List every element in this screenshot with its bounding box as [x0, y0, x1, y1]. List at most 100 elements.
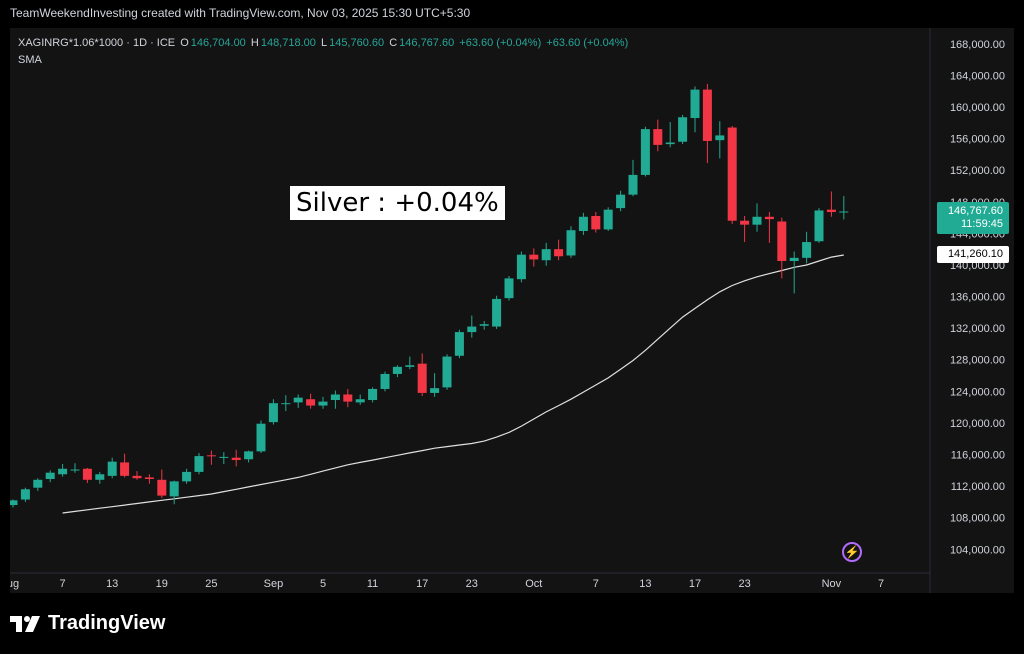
sma-price-label: 141,260.10 — [937, 246, 1009, 263]
attribution-bar: TeamWeekendInvesting created with Tradin… — [0, 0, 1024, 28]
x-tick-label: 13 — [639, 578, 651, 590]
y-tick-label: 120,000.00 — [950, 418, 1005, 430]
candle-body — [206, 455, 216, 457]
x-tick-label: 23 — [738, 578, 750, 590]
x-tick-label: ug — [10, 578, 19, 590]
x-tick-label: 17 — [416, 578, 428, 590]
x-tick-label: 7 — [60, 578, 66, 590]
candle-body — [318, 401, 328, 406]
change-value-2: +63.60 (+0.04%) — [546, 37, 629, 49]
candle-body — [516, 254, 526, 280]
candle-body — [268, 403, 278, 423]
y-tick-label: 164,000.00 — [950, 70, 1005, 82]
y-tick-label: 116,000.00 — [951, 450, 1005, 462]
candle-body — [380, 373, 390, 389]
candle-body — [616, 194, 626, 209]
tradingview-mark-icon — [10, 615, 40, 632]
candle-body — [10, 500, 18, 506]
candle-body — [578, 216, 588, 231]
candle-body — [492, 298, 502, 327]
y-tick-label: 152,000.00 — [950, 165, 1005, 177]
candle-body — [702, 89, 712, 141]
attribution-text: TeamWeekendInvesting created with Tradin… — [10, 6, 471, 20]
candle-body — [219, 456, 229, 458]
close-label: C — [389, 37, 398, 49]
bar-countdown: 11:59:45 — [960, 218, 1003, 230]
candle-body — [653, 129, 663, 145]
x-tick-label: 13 — [106, 578, 118, 590]
candle-body — [740, 220, 750, 225]
y-tick-label: 168,000.00 — [950, 39, 1005, 51]
ohlc-legend: XAGINRG*1.06*1000 · 1D · ICE O 146,704.00… — [18, 37, 630, 49]
candle-body — [107, 461, 117, 476]
x-tick-label: 23 — [466, 578, 478, 590]
candlestick-chart[interactable]: 104,000.00 108,000.00 112,000.00 116,000.00… — [10, 28, 1014, 593]
candle-body — [368, 388, 378, 401]
lightning-icon[interactable]: ⚡ — [842, 542, 862, 562]
price-change-annotation: Silver : +0.04% — [290, 186, 505, 220]
candle-body — [392, 366, 402, 374]
candle-body — [442, 356, 452, 388]
open-label: O — [180, 37, 189, 49]
candle-body — [306, 399, 316, 406]
x-tick-label: 11 — [367, 578, 378, 590]
candle-body — [132, 475, 142, 479]
candle-body — [591, 215, 601, 230]
candle-body — [467, 326, 477, 333]
candle-body — [479, 324, 489, 326]
candle-body — [144, 477, 154, 480]
candle-body — [603, 209, 613, 230]
tradingview-brand-text: TradingView — [48, 612, 166, 634]
candle-body — [82, 468, 92, 480]
candle-body — [430, 388, 440, 393]
tradingview-logo[interactable]: TradingView — [10, 612, 165, 635]
x-tick-label: 7 — [593, 578, 599, 590]
close-value: 146,767.60 — [399, 37, 455, 49]
candle-body — [789, 257, 799, 262]
candle-body — [256, 423, 266, 452]
high-value: 148,718.00 — [260, 37, 316, 49]
x-tick-label: Oct — [525, 578, 542, 590]
candle-body — [417, 363, 427, 393]
y-tick-label: 108,000.00 — [950, 513, 1005, 525]
candle-body — [182, 471, 192, 482]
y-tick-label: 112,000.00 — [951, 481, 1005, 493]
candle-body — [70, 469, 80, 471]
open-value: 146,704.00 — [190, 37, 246, 49]
candle-body — [120, 462, 130, 476]
high-label: H — [250, 37, 259, 49]
y-tick-label: 124,000.00 — [950, 386, 1005, 398]
x-tick-label: Sep — [264, 578, 284, 590]
candle-body — [343, 394, 353, 402]
candle-body — [566, 230, 576, 256]
x-tick-label: 19 — [156, 578, 168, 590]
candle-body — [764, 216, 774, 220]
sma-indicator-label[interactable]: SMA — [18, 54, 42, 66]
candle-body — [20, 489, 30, 500]
candle-body — [839, 211, 849, 213]
candle-body — [405, 365, 415, 367]
candle-body — [45, 472, 55, 480]
candle-body — [814, 210, 824, 242]
current-price-value: 146,767.60 — [947, 205, 1003, 217]
candle-body — [169, 481, 179, 497]
y-tick-label: 160,000.00 — [950, 102, 1005, 114]
x-tick-label: 5 — [320, 578, 326, 590]
candle-body — [157, 479, 167, 496]
low-label: L — [320, 37, 328, 49]
candle-body — [330, 394, 340, 401]
symbol-label[interactable]: XAGINRG*1.06*1000 · 1D · ICE — [18, 37, 176, 49]
candle-body — [194, 456, 204, 472]
candle-body — [355, 399, 365, 403]
sma-line — [62, 254, 844, 514]
candle-body — [95, 474, 105, 480]
low-value: 145,760.60 — [329, 37, 385, 49]
candle-body — [58, 468, 68, 475]
y-tick-label: 156,000.00 — [950, 134, 1005, 146]
candle-body — [727, 127, 737, 221]
y-tick-label: 128,000.00 — [950, 355, 1005, 367]
candle-body — [281, 403, 291, 405]
y-tick-label: 132,000.00 — [950, 323, 1005, 335]
candle-body — [678, 117, 688, 142]
candle-body — [504, 278, 514, 299]
